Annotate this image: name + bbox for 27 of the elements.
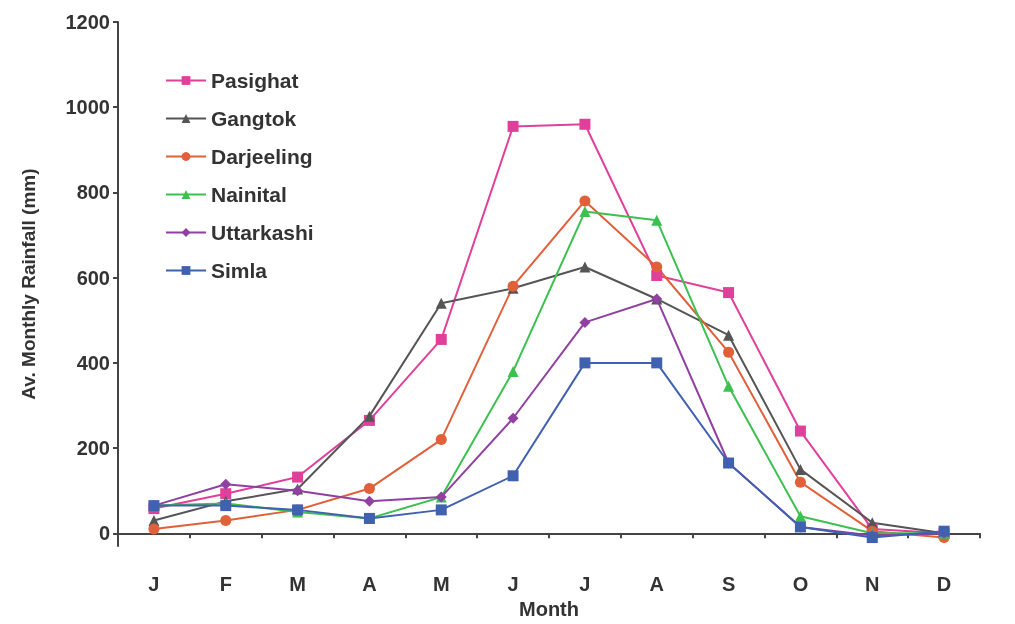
x-tick-label: D [936, 573, 952, 596]
x-tick-label: J [148, 573, 160, 596]
y-tick-label: 400 [76, 351, 110, 374]
legend-label: Simla [211, 259, 268, 282]
x-tick-label: J [507, 573, 519, 596]
x-tick-label: N [865, 573, 880, 596]
x-tick-label: M [432, 573, 450, 596]
y-tick-label: 800 [76, 181, 110, 204]
y-tick-label: 600 [76, 266, 110, 289]
x-tick-label: M [289, 573, 306, 596]
x-tick-label: F [219, 573, 232, 596]
y-tick-label: 0 [98, 522, 110, 545]
legend-label: Gangtok [211, 107, 297, 130]
x-tick-label: A [362, 573, 377, 596]
legend-label: Darjeeling [211, 145, 313, 168]
y-tick-label: 1000 [65, 96, 110, 119]
x-tick-label: A [649, 573, 664, 596]
legend-label: Pasighat [211, 69, 299, 92]
x-tick-label: J [579, 573, 591, 596]
x-axis-title: Month [519, 598, 579, 620]
legend-label: Uttarkashi [211, 221, 314, 244]
y-tick-label: 1200 [65, 11, 110, 33]
y-tick-label: 200 [76, 437, 110, 460]
x-tick-label: S [721, 573, 736, 596]
legend-label: Nainital [211, 183, 287, 206]
y-axis-title: Av. Monthly Rainfall (mm) [18, 168, 39, 400]
x-tick-label: O [792, 573, 809, 596]
